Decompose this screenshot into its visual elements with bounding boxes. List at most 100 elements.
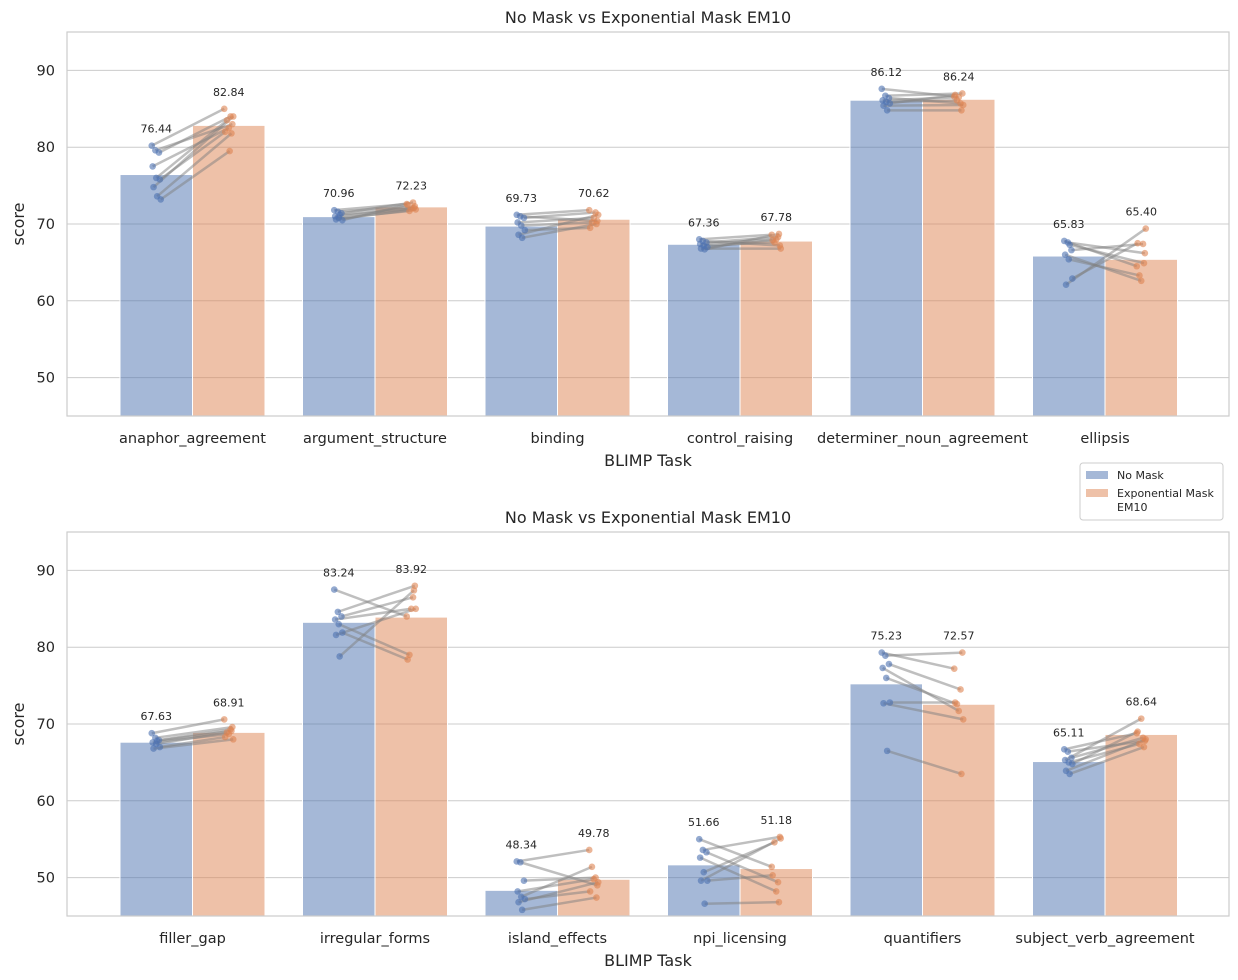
chart-panel-bottom: 50 60 70 80 90 67.63 68.91 83.24 83.92 48.34 49.78…: [9, 508, 1230, 970]
x-tick-label: irregular_forms: [320, 931, 430, 947]
data-label: 51.66: [688, 816, 720, 829]
point-no-mask: [520, 214, 528, 222]
point-em10: [220, 105, 228, 113]
point-no-mask: [517, 222, 525, 229]
point-em10: [959, 101, 967, 109]
point-em10: [768, 863, 776, 871]
pair-line: [156, 731, 228, 746]
pair-line: [153, 738, 234, 750]
pair-line: [339, 206, 415, 217]
bar-em10: [192, 124, 266, 417]
x-tick-label: subject_verb_agreement: [1015, 931, 1195, 947]
point-no-mask: [1066, 241, 1073, 249]
point-no-mask: [517, 858, 524, 866]
point-em10: [950, 665, 958, 673]
point-em10: [228, 130, 235, 137]
data-label: 70.96: [323, 187, 355, 200]
pair-line: [889, 93, 956, 105]
pair-line: [885, 676, 958, 706]
point-no-mask: [880, 699, 887, 707]
data-label: 67.63: [141, 710, 173, 723]
pair-line: [700, 837, 782, 882]
point-em10: [226, 147, 233, 155]
pair-line: [338, 589, 415, 658]
bar-no-mask: [302, 216, 376, 417]
point-no-mask: [521, 226, 529, 234]
point-em10: [1133, 262, 1141, 270]
y-tick-label: 70: [37, 217, 55, 233]
pair-line: [520, 865, 593, 898]
point-no-mask: [878, 85, 886, 93]
point-em10: [410, 587, 418, 594]
pair-line: [888, 662, 961, 691]
data-label: 75.23: [871, 630, 903, 643]
pair-line: [707, 874, 773, 882]
point-no-mask: [521, 895, 529, 903]
point-em10: [229, 736, 237, 743]
point-no-mask: [148, 142, 156, 149]
bar-no-mask: [667, 243, 741, 417]
point-no-mask: [697, 877, 705, 884]
pair-line: [1071, 730, 1139, 766]
pair-line: [517, 877, 594, 893]
legend-frame: [1079, 462, 1224, 521]
point-em10: [777, 835, 785, 842]
point-no-mask: [1066, 770, 1073, 778]
point-em10: [771, 838, 778, 846]
pair-line: [699, 856, 777, 893]
point-em10: [1134, 728, 1141, 735]
point-em10: [585, 846, 593, 854]
data-label: 82.84: [213, 86, 245, 99]
point-em10: [955, 707, 963, 715]
point-em10: [586, 224, 594, 232]
point-no-mask: [886, 100, 894, 107]
point-em10: [959, 649, 966, 656]
data-label: 86.24: [943, 70, 975, 83]
point-em10: [409, 593, 417, 601]
y-tick-label: 80: [37, 140, 55, 156]
pair-line: [885, 92, 963, 97]
point-no-mask: [338, 613, 345, 620]
point-em10: [953, 97, 961, 104]
y-tick-label: 90: [37, 563, 55, 579]
point-em10: [585, 206, 593, 214]
x-tick-label: determiner_noun_agreement: [817, 431, 1028, 447]
point-em10: [775, 898, 783, 906]
plot-frame: [66, 31, 1230, 417]
legend-swatch: [1086, 489, 1108, 497]
bar-no-mask: [302, 621, 376, 917]
bar-no-mask: [484, 225, 558, 417]
data-label: 72.23: [396, 179, 428, 192]
point-em10: [1137, 277, 1145, 285]
point-em10: [223, 117, 231, 124]
pair-line: [1069, 243, 1145, 265]
point-em10: [951, 699, 959, 706]
point-no-mask: [1069, 275, 1076, 282]
point-no-mask: [335, 620, 343, 628]
point-no-mask: [885, 660, 893, 668]
legend-label: Exponential Mask EM10: [1117, 487, 1215, 514]
pair-line: [151, 107, 225, 147]
legend-swatch: [1086, 471, 1108, 479]
bar-no-mask: [849, 99, 923, 417]
pair-line: [516, 848, 590, 863]
chart-title: No Mask vs Exponential Mask EM10: [505, 508, 791, 527]
point-em10: [957, 686, 964, 693]
point-em10: [229, 113, 237, 120]
point-no-mask: [153, 737, 161, 745]
chart-title: No Mask vs Exponential Mask EM10: [505, 8, 791, 27]
point-em10: [769, 236, 776, 244]
point-em10: [772, 888, 780, 895]
point-no-mask: [330, 586, 338, 593]
x-axis-label: BLIMP Task: [604, 951, 692, 970]
point-no-mask: [882, 652, 889, 659]
point-em10: [221, 733, 229, 741]
data-label: 68.64: [1126, 696, 1158, 709]
data-label: 49.78: [578, 827, 610, 840]
data-label: 67.78: [761, 211, 793, 224]
point-no-mask: [703, 848, 710, 856]
bar-em10: [922, 98, 996, 417]
point-no-mask: [1068, 246, 1075, 254]
point-no-mask: [515, 898, 522, 906]
pair-line: [704, 900, 779, 905]
